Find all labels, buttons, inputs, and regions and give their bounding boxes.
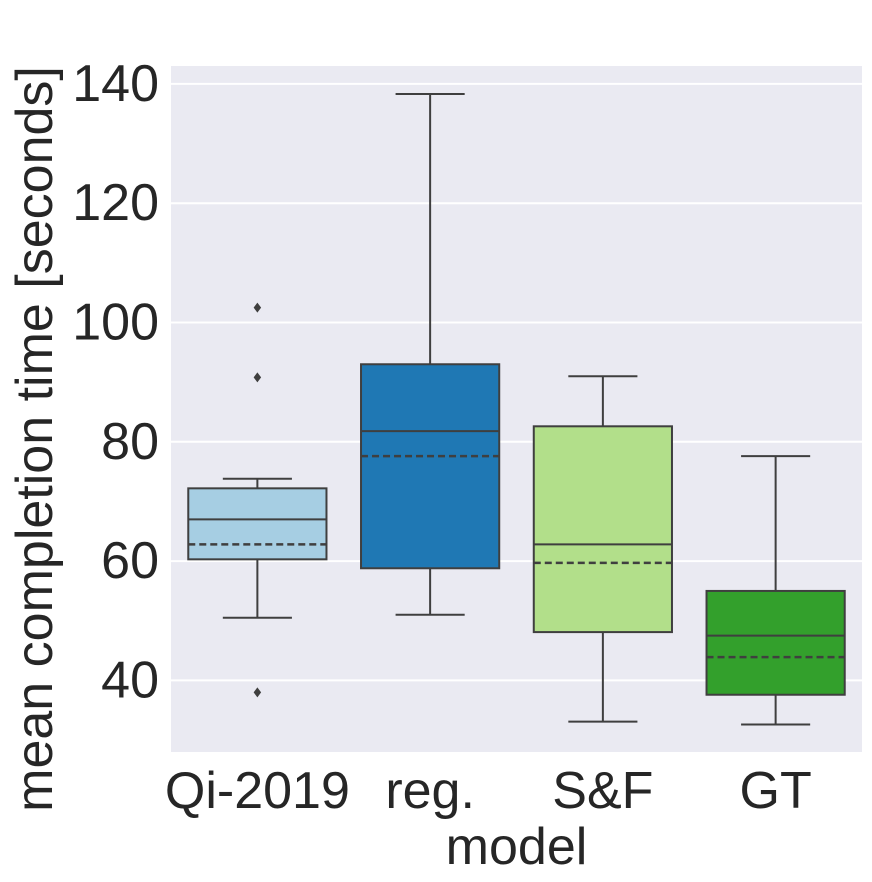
grid-lines: [171, 82, 862, 682]
y-axis-label: mean completion time [seconds]: [6, 66, 64, 812]
box-2: [532, 425, 673, 634]
x-axis-label: model: [446, 818, 588, 876]
x-tick-label-1: reg.: [385, 762, 475, 820]
box-group-1: [360, 93, 501, 616]
x-tick-label-2: S&F: [552, 762, 653, 820]
box-group-2: [532, 375, 673, 723]
box-1: [360, 363, 501, 570]
outlier-point-0: [253, 302, 262, 313]
box-group-3: [705, 455, 846, 726]
y-tick-label-100: 100: [72, 294, 159, 352]
y-tick-label-120: 120: [72, 174, 159, 232]
y-tick-labels: 40 60 80 100 120 140: [72, 55, 159, 710]
y-tick-label-60: 60: [101, 532, 159, 590]
y-tick-label-40: 40: [101, 651, 159, 709]
x-tick-labels: Qi-2019 reg. S&F GT: [165, 762, 812, 820]
box-3: [705, 589, 846, 696]
y-tick-label-140: 140: [72, 55, 159, 113]
x-tick-label-0: Qi-2019: [165, 762, 350, 820]
box-group-0: [187, 302, 328, 698]
boxes-layer: [187, 93, 846, 726]
box-0: [187, 487, 328, 561]
y-tick-label-80: 80: [101, 413, 159, 471]
x-tick-label-3: GT: [740, 762, 812, 820]
outlier-point-2: [253, 687, 262, 698]
outlier-point-1: [253, 372, 262, 383]
